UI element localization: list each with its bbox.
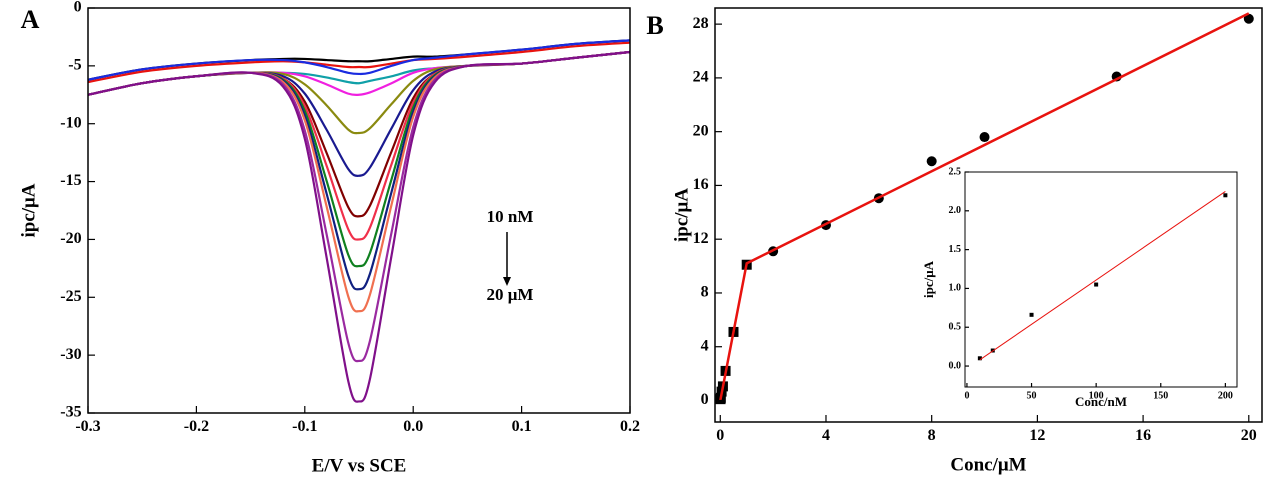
- y-tick-label: -25: [60, 288, 81, 305]
- panel-label: B: [646, 11, 663, 40]
- y-tick-label: -15: [60, 172, 81, 189]
- data-line: [87, 50, 631, 291]
- data-point: [926, 156, 937, 167]
- x-tick-label: 4: [822, 427, 830, 444]
- annotation: 20 μM: [487, 285, 534, 304]
- y-tick-label: -10: [60, 114, 81, 131]
- arrow-head: [503, 277, 511, 286]
- data-point: [1223, 193, 1228, 198]
- y-axis-label: ipc/μA: [18, 183, 39, 237]
- data-point: [977, 356, 982, 361]
- y-tick-label: 0.0: [949, 360, 962, 371]
- data-line: [87, 50, 631, 313]
- y-tick-label: 0: [74, 0, 82, 16]
- x-tick-label: 8: [928, 427, 936, 444]
- data-point: [1243, 13, 1254, 24]
- y-tick-label: 4: [701, 337, 709, 354]
- x-tick-label: -0.1: [292, 418, 317, 435]
- x-tick-label: 100: [1089, 390, 1104, 401]
- annotation: 10 nM: [487, 207, 534, 226]
- x-tick-label: 0: [716, 427, 724, 444]
- data-line: [87, 50, 631, 363]
- data-line: [87, 50, 631, 218]
- y-tick-label: 24: [693, 69, 709, 86]
- y-axis-label: ipc/μA: [671, 188, 692, 242]
- panel-label: A: [21, 5, 40, 34]
- data-line: [87, 41, 631, 84]
- x-tick-label: -0.3: [75, 418, 100, 435]
- y-tick-label: 2.0: [949, 205, 962, 216]
- y-tick-label: 2.5: [949, 166, 962, 177]
- y-tick-label: 28: [693, 15, 709, 32]
- y-tick-label: -5: [68, 57, 81, 74]
- plot-frame: [87, 7, 631, 414]
- x-tick-label: 150: [1153, 390, 1168, 401]
- y-tick-label: -30: [60, 346, 81, 363]
- x-tick-label: 12: [1029, 427, 1045, 444]
- x-tick-label: 0.0: [403, 418, 423, 435]
- x-tick-label: 50: [1027, 390, 1037, 401]
- y-tick-label: 20: [693, 122, 709, 139]
- data-line: [87, 50, 631, 135]
- y-tick-label: 0.5: [949, 322, 962, 333]
- data-point: [979, 132, 990, 143]
- x-axis-label: Conc/nM: [1075, 394, 1127, 409]
- data-line: [87, 50, 631, 403]
- x-axis-label: E/V vs SCE: [312, 455, 407, 476]
- y-tick-label: 1.5: [949, 244, 962, 255]
- y-axis-label: ipc/μA: [921, 260, 936, 298]
- y-tick-label: -35: [60, 404, 81, 421]
- fit-line: [719, 12, 1250, 401]
- data-point: [1094, 282, 1099, 287]
- data-line: [87, 39, 631, 81]
- fit-line: [979, 190, 1226, 361]
- x-axis-label: Conc/μM: [950, 454, 1026, 475]
- y-tick-label: 1.0: [949, 283, 962, 294]
- x-tick-label: 0: [964, 390, 969, 401]
- x-tick-label: -0.2: [184, 418, 209, 435]
- x-tick-label: 16: [1135, 427, 1151, 444]
- data-line: [87, 50, 631, 177]
- y-tick-label: 8: [701, 284, 709, 301]
- plot-frame: [964, 171, 1238, 388]
- y-tick-label: -20: [60, 230, 81, 247]
- x-tick-label: 0.2: [620, 418, 640, 435]
- y-tick-label: 12: [693, 230, 709, 247]
- y-tick-label: 0: [701, 391, 709, 408]
- plot-frame: [714, 7, 1263, 423]
- x-tick-label: 20: [1241, 427, 1257, 444]
- x-tick-label: 0.1: [512, 418, 532, 435]
- data-point: [1029, 312, 1034, 317]
- x-tick-label: 200: [1218, 390, 1233, 401]
- y-tick-label: 16: [693, 176, 709, 193]
